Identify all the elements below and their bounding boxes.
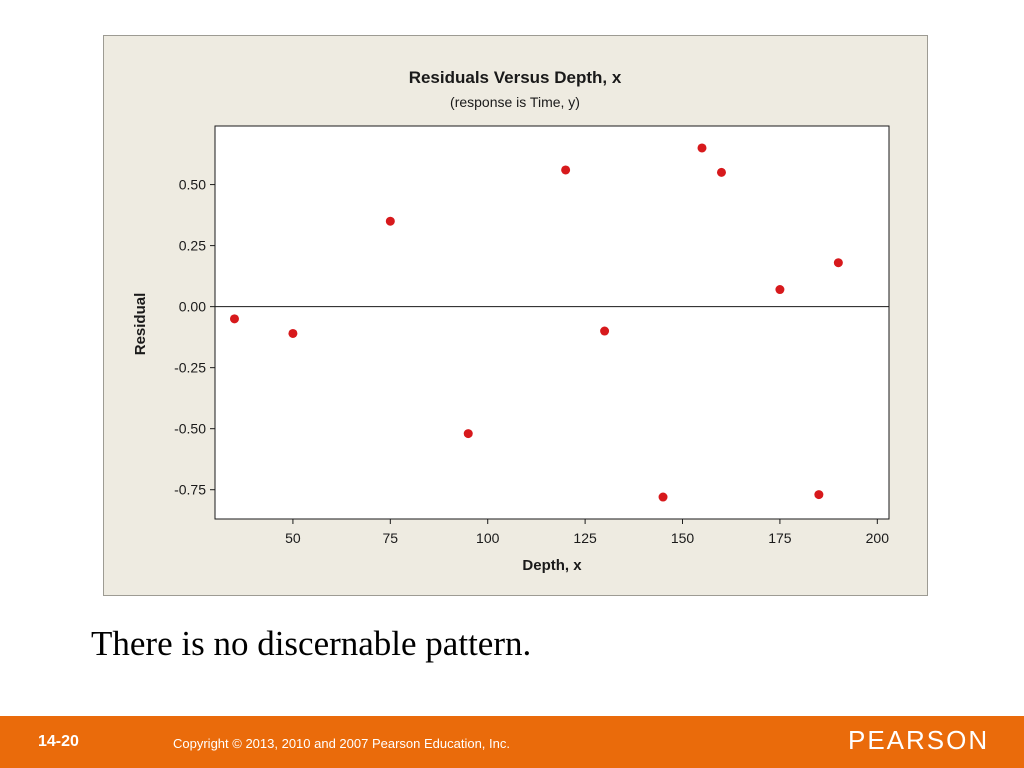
scatter-chart: Residuals Versus Depth, x (response is T… bbox=[132, 68, 890, 574]
data-point bbox=[600, 326, 610, 336]
y-tick-label: 0.50 bbox=[179, 177, 206, 193]
data-point bbox=[463, 429, 473, 439]
data-point bbox=[658, 492, 668, 502]
data-point bbox=[814, 490, 824, 500]
x-tick-label: 100 bbox=[476, 530, 500, 546]
data-point bbox=[288, 328, 298, 338]
data-point bbox=[561, 165, 571, 175]
plot-area bbox=[214, 125, 890, 520]
data-points bbox=[229, 143, 843, 502]
y-tick-label: -0.75 bbox=[174, 482, 206, 498]
data-point bbox=[833, 258, 843, 268]
slide-number: 14-20 bbox=[38, 733, 79, 750]
copyright-notice: Copyright © 2013, 2010 and 2007 Pearson … bbox=[173, 736, 510, 751]
data-point bbox=[716, 167, 726, 177]
x-tick-label: 200 bbox=[866, 530, 890, 546]
x-tick-label: 50 bbox=[285, 530, 301, 546]
data-point bbox=[775, 285, 785, 295]
x-tick-label: 75 bbox=[383, 530, 399, 546]
chart-subtitle: (response is Time, y) bbox=[450, 94, 580, 110]
footer-bar: 14-20 Copyright © 2013, 2010 and 2007 Pe… bbox=[0, 716, 1024, 768]
x-tick-label: 175 bbox=[768, 530, 792, 546]
pearson-logo: PEARSON bbox=[848, 725, 990, 755]
data-point bbox=[697, 143, 707, 153]
data-point bbox=[385, 216, 395, 226]
data-point bbox=[229, 314, 239, 324]
chart-title: Residuals Versus Depth, x bbox=[409, 68, 622, 87]
y-tick-label: -0.50 bbox=[174, 421, 206, 437]
x-tick-label: 125 bbox=[573, 530, 597, 546]
x-axis-label: Depth, x bbox=[522, 557, 582, 574]
y-tick-label: -0.25 bbox=[174, 360, 206, 376]
y-tick-label: 0.00 bbox=[179, 299, 206, 315]
y-axis-label: Residual bbox=[132, 293, 149, 356]
y-tick-label: 0.25 bbox=[179, 238, 206, 254]
y-axis-ticks: 0.50 0.25 0.00 -0.25 -0.50 -0.75 bbox=[174, 177, 215, 498]
x-tick-label: 150 bbox=[671, 530, 695, 546]
slide-caption: There is no discernable pattern. bbox=[91, 624, 532, 663]
chart-panel: Residuals Versus Depth, x (response is T… bbox=[103, 35, 928, 596]
x-axis-ticks: 50 75 100 125 150 175 200 bbox=[285, 519, 889, 546]
